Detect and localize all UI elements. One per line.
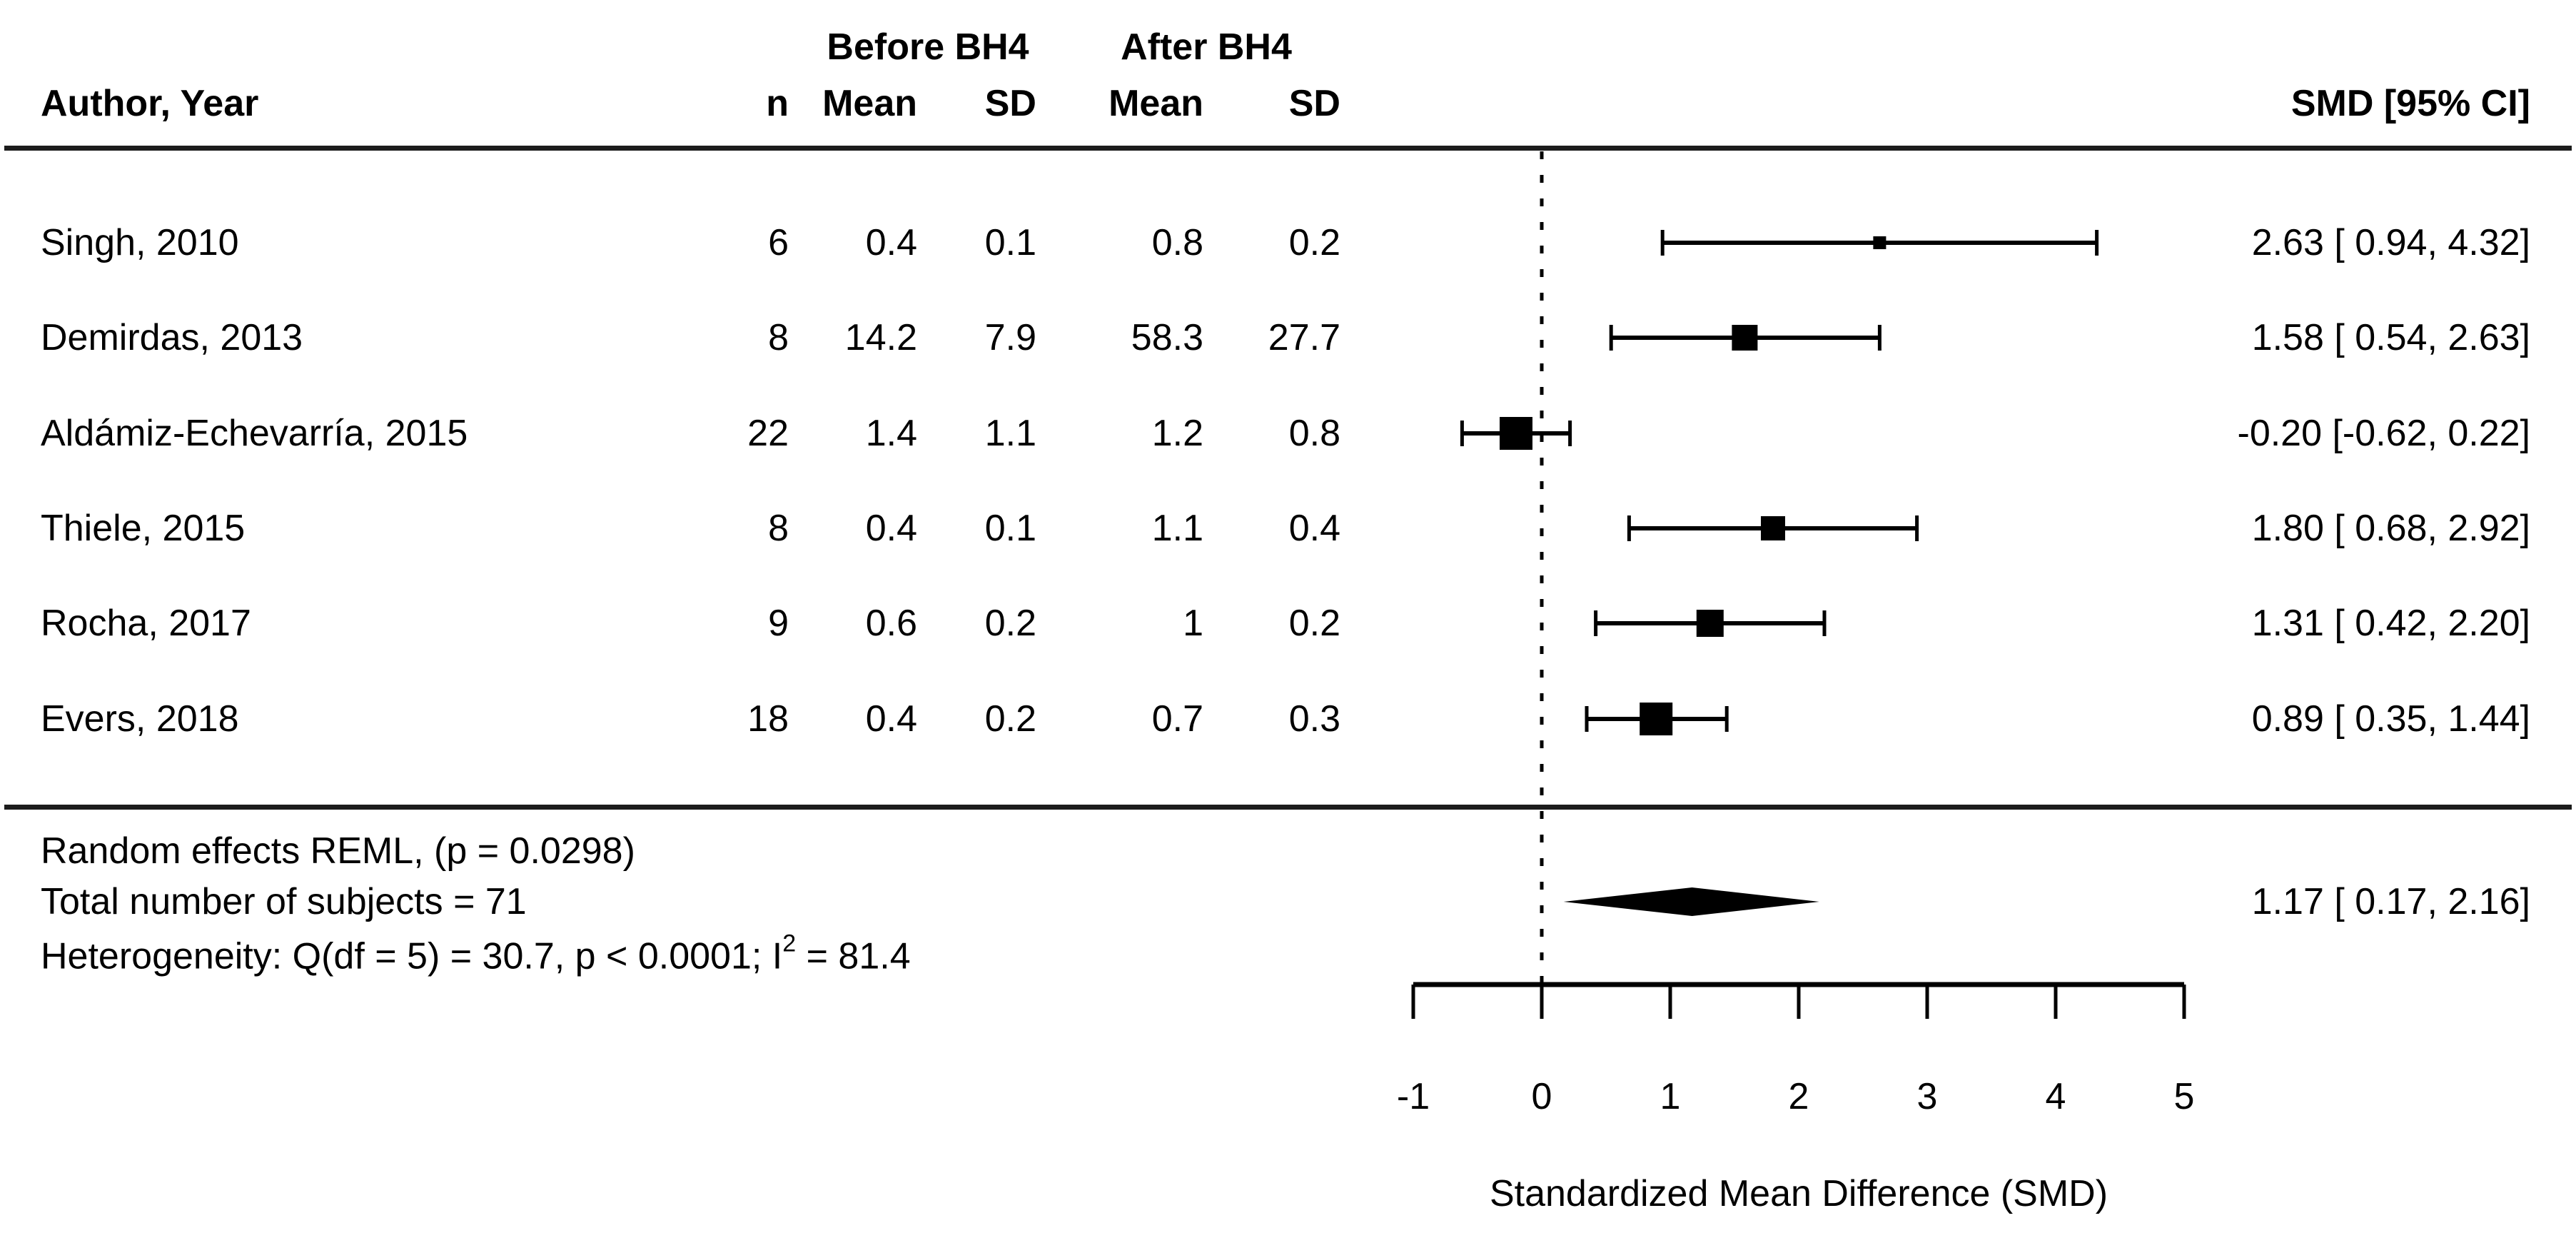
study-author: Rocha, 2017 (41, 603, 251, 644)
study-mean-before: 1.4 (865, 413, 917, 454)
x-axis-tick-label: 1 (1660, 1076, 1681, 1117)
x-axis-tick-label: -1 (1397, 1076, 1430, 1117)
study-n: 22 (747, 413, 789, 454)
column-header-author-year: Author, Year (41, 83, 259, 124)
study-sd-after: 0.2 (1288, 603, 1340, 644)
study-sd-before: 7.9 (984, 317, 1036, 358)
study-mean-before: 0.4 (865, 698, 917, 740)
column-header-sd-after: SD (1288, 83, 1340, 124)
study-mean-before: 0.4 (865, 508, 917, 549)
study-smd-ci: -0.20 [-0.62, 0.22] (2237, 413, 2531, 454)
study-author: Singh, 2010 (41, 222, 239, 263)
study-sd-after: 27.7 (1268, 317, 1340, 358)
column-header-sd-before: SD (984, 83, 1036, 124)
study-n: 8 (768, 317, 789, 358)
estimate-square (1640, 703, 1673, 735)
study-sd-before: 0.2 (984, 603, 1036, 644)
study-sd-before: 0.2 (984, 698, 1036, 740)
study-n: 8 (768, 508, 789, 549)
group-header-after-bh4: After BH4 (1121, 26, 1292, 68)
study-smd-ci: 1.58 [ 0.54, 2.63] (2251, 317, 2530, 358)
heterogeneity-text: Heterogeneity: Q(df = 5) = 30.7, p < 0.0… (41, 935, 783, 977)
x-axis-tick-label: 0 (1532, 1076, 1552, 1117)
summary-diamond (1563, 887, 1819, 916)
summary-subjects-line: Total number of subjects = 71 (41, 881, 527, 922)
study-mean-before: 0.4 (865, 222, 917, 263)
estimate-square (1873, 236, 1886, 249)
study-author: Aldámiz-Echevarría, 2015 (41, 413, 468, 454)
x-axis-tick-label: 3 (1917, 1076, 1938, 1117)
study-mean-after: 1.2 (1151, 413, 1203, 454)
study-mean-after: 1 (1183, 603, 1203, 644)
study-sd-after: 0.8 (1288, 413, 1340, 454)
summary-smd-ci: 1.17 [ 0.17, 2.16] (2251, 881, 2530, 922)
study-mean-after: 0.8 (1151, 222, 1203, 263)
column-header-smd-ci: SMD [95% CI] (2290, 83, 2530, 124)
header-divider-rule (4, 146, 2572, 151)
study-author: Demirdas, 2013 (41, 317, 303, 358)
study-sd-after: 0.2 (1288, 222, 1340, 263)
estimate-square (1696, 610, 1724, 637)
estimate-square (1500, 417, 1532, 450)
study-mean-before: 0.6 (865, 603, 917, 644)
study-n: 6 (768, 222, 789, 263)
x-axis-tick-label: 5 (2174, 1076, 2195, 1117)
study-sd-before: 1.1 (984, 413, 1036, 454)
study-smd-ci: 0.89 [ 0.35, 1.44] (2251, 698, 2530, 740)
column-header-mean-after: Mean (1108, 83, 1203, 124)
study-author: Thiele, 2015 (41, 508, 246, 549)
estimate-square (1732, 325, 1758, 351)
study-n: 18 (747, 698, 789, 740)
group-header-before-bh4: Before BH4 (827, 26, 1029, 68)
heterogeneity-superscript: 2 (782, 930, 797, 957)
study-mean-after: 1.1 (1151, 508, 1203, 549)
study-smd-ci: 1.80 [ 0.68, 2.92] (2251, 508, 2530, 549)
heterogeneity-value: = 81.4 (796, 935, 911, 977)
study-sd-after: 0.4 (1288, 508, 1340, 549)
x-axis-tick-label: 2 (1789, 1076, 1809, 1117)
summary-divider-rule (4, 805, 2572, 810)
summary-model-line: Random effects REML, (p = 0.0298) (41, 830, 635, 872)
estimate-square (1761, 516, 1785, 540)
study-mean-after: 0.7 (1151, 698, 1203, 740)
study-mean-before: 14.2 (844, 317, 917, 358)
study-sd-before: 0.1 (984, 508, 1036, 549)
study-sd-before: 0.1 (984, 222, 1036, 263)
study-author: Evers, 2018 (41, 698, 239, 740)
x-axis-title: Standardized Mean Difference (SMD) (1489, 1173, 2108, 1214)
study-smd-ci: 1.31 [ 0.42, 2.20] (2251, 603, 2530, 644)
study-sd-after: 0.3 (1288, 698, 1340, 740)
study-mean-after: 58.3 (1131, 317, 1203, 358)
column-header-n: n (766, 83, 789, 124)
x-axis-tick-label: 4 (2046, 1076, 2066, 1117)
summary-heterogeneity-line: Heterogeneity: Q(df = 5) = 30.7, p < 0.0… (41, 932, 911, 975)
study-smd-ci: 2.63 [ 0.94, 4.32] (2251, 222, 2530, 263)
column-header-mean-before: Mean (822, 83, 917, 124)
study-n: 9 (768, 603, 789, 644)
